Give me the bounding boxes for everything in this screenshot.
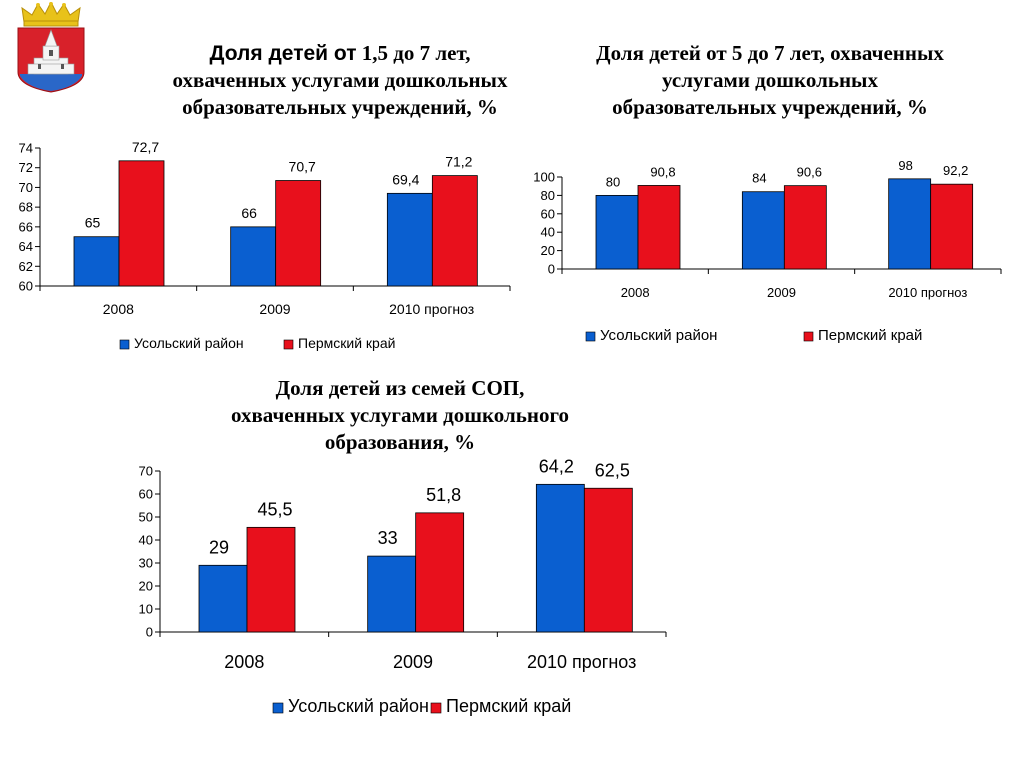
data-label: 66: [241, 205, 257, 221]
data-label: 62,5: [595, 460, 630, 480]
y-tick-label: 68: [19, 200, 33, 215]
data-label: 64,2: [539, 456, 574, 476]
x-tick-label: 2008: [621, 285, 650, 300]
y-tick-label: 10: [139, 602, 153, 617]
x-tick-label: 2009: [767, 285, 796, 300]
chart3-title-line1: Доля детей из семей СОП,: [275, 376, 525, 400]
x-tick-label: 2010 прогноз: [527, 652, 636, 672]
y-tick-label: 0: [548, 262, 555, 277]
data-label: 84: [752, 171, 766, 186]
chart3-title-line2: охваченных услугами дошкольного: [230, 403, 570, 427]
bar: [741, 191, 785, 270]
bar: [386, 192, 433, 287]
chart2-title-line1: Доля детей от 5 до 7 лет, охваченных: [596, 41, 944, 65]
x-tick-label: 2008: [103, 301, 134, 317]
y-tick-label: 0: [146, 625, 153, 640]
legend-swatch: [119, 339, 130, 350]
bar: [783, 185, 827, 270]
y-tick-label: 40: [139, 533, 153, 548]
legend-swatch: [585, 331, 596, 342]
y-tick-label: 60: [139, 487, 153, 502]
chart2-title-line3: образовательных учреждений, %: [612, 95, 928, 119]
chart1-title-line3: образовательных учреждений, %: [182, 95, 498, 119]
legend-label: Усольский район: [288, 696, 429, 716]
y-tick-label: 20: [541, 243, 555, 258]
chart3-title: Доля детей из семей СОП, охваченных услу…: [180, 375, 620, 456]
data-label: 72,7: [132, 139, 159, 155]
y-tick-label: 80: [541, 188, 555, 203]
bar: [535, 483, 585, 633]
x-tick-label: 2010 прогноз: [888, 285, 967, 300]
y-tick-label: 72: [19, 160, 33, 175]
coat-of-arms-icon: [17, 2, 85, 93]
y-tick-label: 74: [19, 141, 33, 156]
data-label: 98: [898, 158, 912, 173]
x-tick-label: 2010 прогноз: [389, 301, 474, 317]
data-label: 71,2: [445, 154, 472, 170]
bar: [583, 487, 633, 633]
data-label: 90,6: [797, 165, 822, 180]
data-label: 70,7: [289, 159, 316, 175]
x-tick-label: 2008: [224, 652, 264, 672]
y-tick-label: 70: [19, 180, 33, 195]
chart1-title-line2: охваченных услугами дошкольных: [172, 68, 508, 92]
y-tick-label: 50: [139, 510, 153, 525]
data-label: 90,8: [650, 164, 675, 179]
y-tick-label: 64: [19, 239, 33, 254]
legend-swatch: [272, 702, 284, 714]
legend-label: Пермский край: [298, 335, 395, 351]
y-tick-label: 60: [19, 279, 33, 294]
bar: [637, 185, 681, 270]
x-tick-label: 2009: [393, 652, 433, 672]
chart2-title-line2: услугами дошкольных: [662, 68, 878, 92]
bar: [198, 564, 248, 633]
bar: [73, 236, 120, 287]
chart3-title-line3: образования, %: [324, 430, 476, 454]
y-tick-label: 30: [139, 556, 153, 571]
bar: [888, 178, 932, 270]
legend-label: Усольский район: [600, 327, 717, 344]
data-label: 65: [85, 215, 101, 231]
legend-swatch: [803, 331, 814, 342]
bar: [930, 183, 974, 270]
y-tick-label: 40: [541, 225, 555, 240]
y-tick-label: 20: [139, 579, 153, 594]
bar: [367, 555, 417, 633]
data-label: 29: [209, 537, 229, 557]
y-tick-label: 60: [541, 206, 555, 221]
x-tick-label: 2009: [259, 301, 290, 317]
chart1-title: Доля детей от 1,5 до 7 лет, охваченных у…: [120, 40, 560, 121]
data-label: 45,5: [257, 499, 292, 519]
y-tick-label: 70: [139, 464, 153, 479]
data-label: 80: [606, 174, 620, 189]
data-label: 33: [378, 528, 398, 548]
data-label: 51,8: [426, 485, 461, 505]
y-tick-label: 100: [533, 170, 555, 185]
bar: [431, 175, 478, 287]
bar: [118, 160, 165, 287]
y-tick-label: 66: [19, 219, 33, 234]
y-tick-label: 62: [19, 259, 33, 274]
chart2-title: Доля детей от 5 до 7 лет, охваченных усл…: [540, 40, 1000, 121]
bar: [415, 512, 465, 633]
chart1-title-line1: Доля детей от 1,5 до 7 лет,: [120, 40, 560, 67]
bar: [275, 180, 322, 287]
data-label: 69,4: [392, 171, 419, 187]
bar: [595, 194, 639, 270]
data-label: 92,2: [943, 163, 968, 178]
legend-swatch: [430, 702, 442, 714]
legend-label: Усольский район: [134, 335, 244, 351]
bar: [230, 226, 277, 287]
legend-swatch: [283, 339, 294, 350]
chart1-title-part2: 1,5 до 7 лет,: [361, 41, 471, 65]
chart1-title-part1: Доля детей от: [209, 42, 357, 65]
bar: [246, 526, 296, 633]
legend-label: Пермский край: [446, 696, 571, 716]
legend-label: Пермский край: [818, 327, 922, 344]
